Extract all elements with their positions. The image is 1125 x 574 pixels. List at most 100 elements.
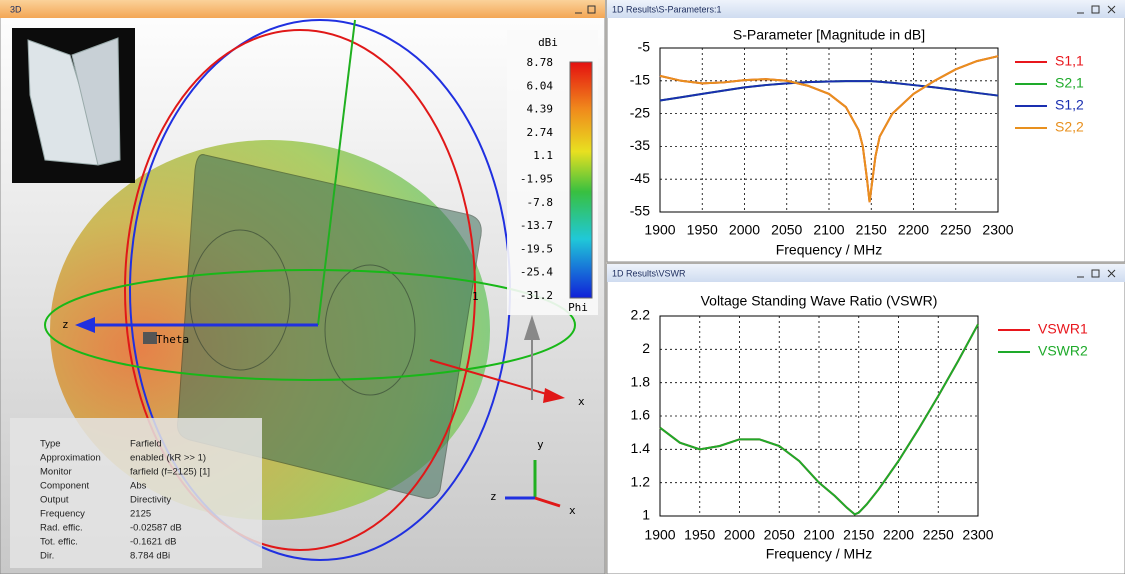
y-tick-label: -5	[638, 39, 651, 55]
x-tick-label: 2100	[803, 527, 834, 543]
title-bar	[607, 264, 1125, 282]
title-bar	[0, 0, 605, 18]
x-tick-label: 1900	[644, 527, 675, 543]
window-title: 3D	[10, 4, 22, 14]
x-tick-label: 2000	[729, 222, 760, 238]
x-tick-label: 2050	[771, 222, 802, 238]
colorbar-label: -7.8	[527, 196, 554, 209]
info-value: Directivity	[130, 495, 171, 506]
colorbar-label: 2.74	[527, 126, 554, 139]
y-tick-label: -15	[630, 72, 650, 88]
antenna-ring	[189, 229, 291, 371]
colorbar-unit: dBi	[538, 36, 558, 49]
x-tick-label: 2000	[724, 527, 755, 543]
info-value: Abs	[130, 481, 147, 492]
x-axis-label: Frequency / MHz	[766, 546, 873, 562]
window-controls[interactable]	[1077, 5, 1116, 14]
x-tick-label: 2300	[962, 527, 993, 543]
window-title: 1D Results\VSWR	[612, 268, 686, 278]
x-tick-label: 2150	[843, 527, 874, 543]
y-tick-label: -35	[630, 137, 650, 153]
series-line	[659, 323, 979, 516]
chart-title: S-Parameter [Magnitude in dB]	[733, 27, 925, 43]
axis-label: x	[578, 395, 585, 408]
series-line	[659, 80, 999, 102]
chart-title: Voltage Standing Wave Ratio (VSWR)	[701, 293, 938, 309]
x-axis-label: Frequency / MHz	[776, 242, 883, 258]
info-value: -0.1621 dB	[130, 537, 176, 548]
window-controls[interactable]	[1077, 269, 1116, 278]
legend-label: S1,1	[1055, 53, 1084, 69]
info-key: Dir.	[40, 551, 54, 562]
legend-label: VSWR1	[1038, 321, 1088, 337]
plot-frame	[659, 315, 979, 517]
antenna-board	[177, 154, 482, 499]
series-line	[659, 55, 999, 203]
port-label: 1	[472, 290, 479, 303]
info-value: enabled (kR >> 1)	[130, 453, 206, 464]
colorbar-label: -25.4	[520, 266, 553, 279]
antenna-ring	[324, 264, 416, 396]
y-tick-label: 1.2	[631, 473, 651, 489]
theta-label: Theta	[156, 333, 189, 346]
mini-axes	[505, 460, 561, 508]
axis-label: x	[569, 504, 576, 517]
x-tick-label: 2150	[856, 222, 887, 238]
y-tick-label: 1.8	[631, 373, 651, 389]
colorbar-label: 4.39	[527, 103, 554, 116]
view-3d-window: 3D z x 1 Theta y z x	[0, 0, 606, 574]
arrow	[75, 317, 95, 333]
plot-frame	[659, 47, 999, 213]
info-value: farfield (f=2125) [1]	[130, 467, 210, 478]
colorbar-label: -19.5	[520, 242, 553, 255]
chart: Voltage Standing Wave Ratio (VSWR) Freque…	[631, 293, 1088, 562]
x-tick-label: 2050	[764, 527, 795, 543]
s-parameter-window: 1D Results\S-Parameters:1 S-Parameter [M…	[606, 0, 1125, 263]
vswr-window: 1D Results\VSWR Voltage Standing Wave Ra…	[606, 263, 1125, 574]
x-tick-label: 2250	[940, 222, 971, 238]
x-tick-label: 2300	[982, 222, 1013, 238]
x-axis-line	[429, 359, 551, 396]
x-tick-label: 2200	[898, 222, 929, 238]
chart: S-Parameter [Magnitude in dB] Frequency /…	[630, 27, 1084, 258]
y-tick-label: -25	[630, 104, 650, 120]
equator-circle	[44, 269, 576, 381]
axis-label: y	[537, 438, 544, 451]
window-controls[interactable]	[575, 5, 596, 14]
colorbar-label: 6.04	[527, 79, 554, 92]
y-tick-label: 2.2	[631, 307, 651, 323]
info-key: Monitor	[40, 467, 72, 478]
colorbar-label: -1.95	[520, 173, 553, 186]
y-tick-label: 1	[642, 507, 650, 523]
info-key: Type	[40, 439, 61, 450]
colorbar: dBi Phi 8.78 6.04 4.39 2.74 1.1 -1.95 -7.8 -13.…	[507, 30, 598, 315]
arrow	[543, 388, 565, 403]
info-key: Tot. effic.	[40, 537, 78, 548]
x-tick-label: 1950	[684, 527, 715, 543]
x-tick-label: 1900	[644, 222, 675, 238]
legend-label: VSWR2	[1038, 343, 1088, 359]
y-tick-label: 1.4	[631, 440, 651, 456]
y-tick-label: 1.6	[631, 407, 651, 423]
info-value: 2125	[130, 509, 151, 520]
info-value: -0.02587 dB	[130, 523, 182, 534]
info-panel: Type Farfield Approximation enabled (kR >> …	[10, 418, 262, 568]
info-key: Rad. effic.	[40, 523, 83, 534]
title-bar	[607, 0, 1125, 18]
colorbar-label: 1.1	[533, 149, 553, 162]
x-tick-label: 1950	[687, 222, 718, 238]
info-value: Farfield	[130, 439, 162, 450]
info-key: Approximation	[40, 453, 101, 464]
axis-label: z	[490, 490, 497, 503]
colorbar-label: 8.78	[527, 56, 554, 69]
info-value: 8.784 dBi	[130, 551, 170, 562]
y-tick-label: 2	[642, 340, 650, 356]
colorbar-label: -13.7	[520, 219, 553, 232]
x-tick-label: 2100	[813, 222, 844, 238]
window-frame	[606, 0, 1125, 263]
legend-label: S2,2	[1055, 119, 1084, 135]
info-key: Frequency	[40, 509, 85, 520]
colorbar-label: -31.2	[520, 289, 553, 302]
y-tick-label: -55	[630, 203, 650, 219]
y-axis-line	[317, 19, 356, 326]
